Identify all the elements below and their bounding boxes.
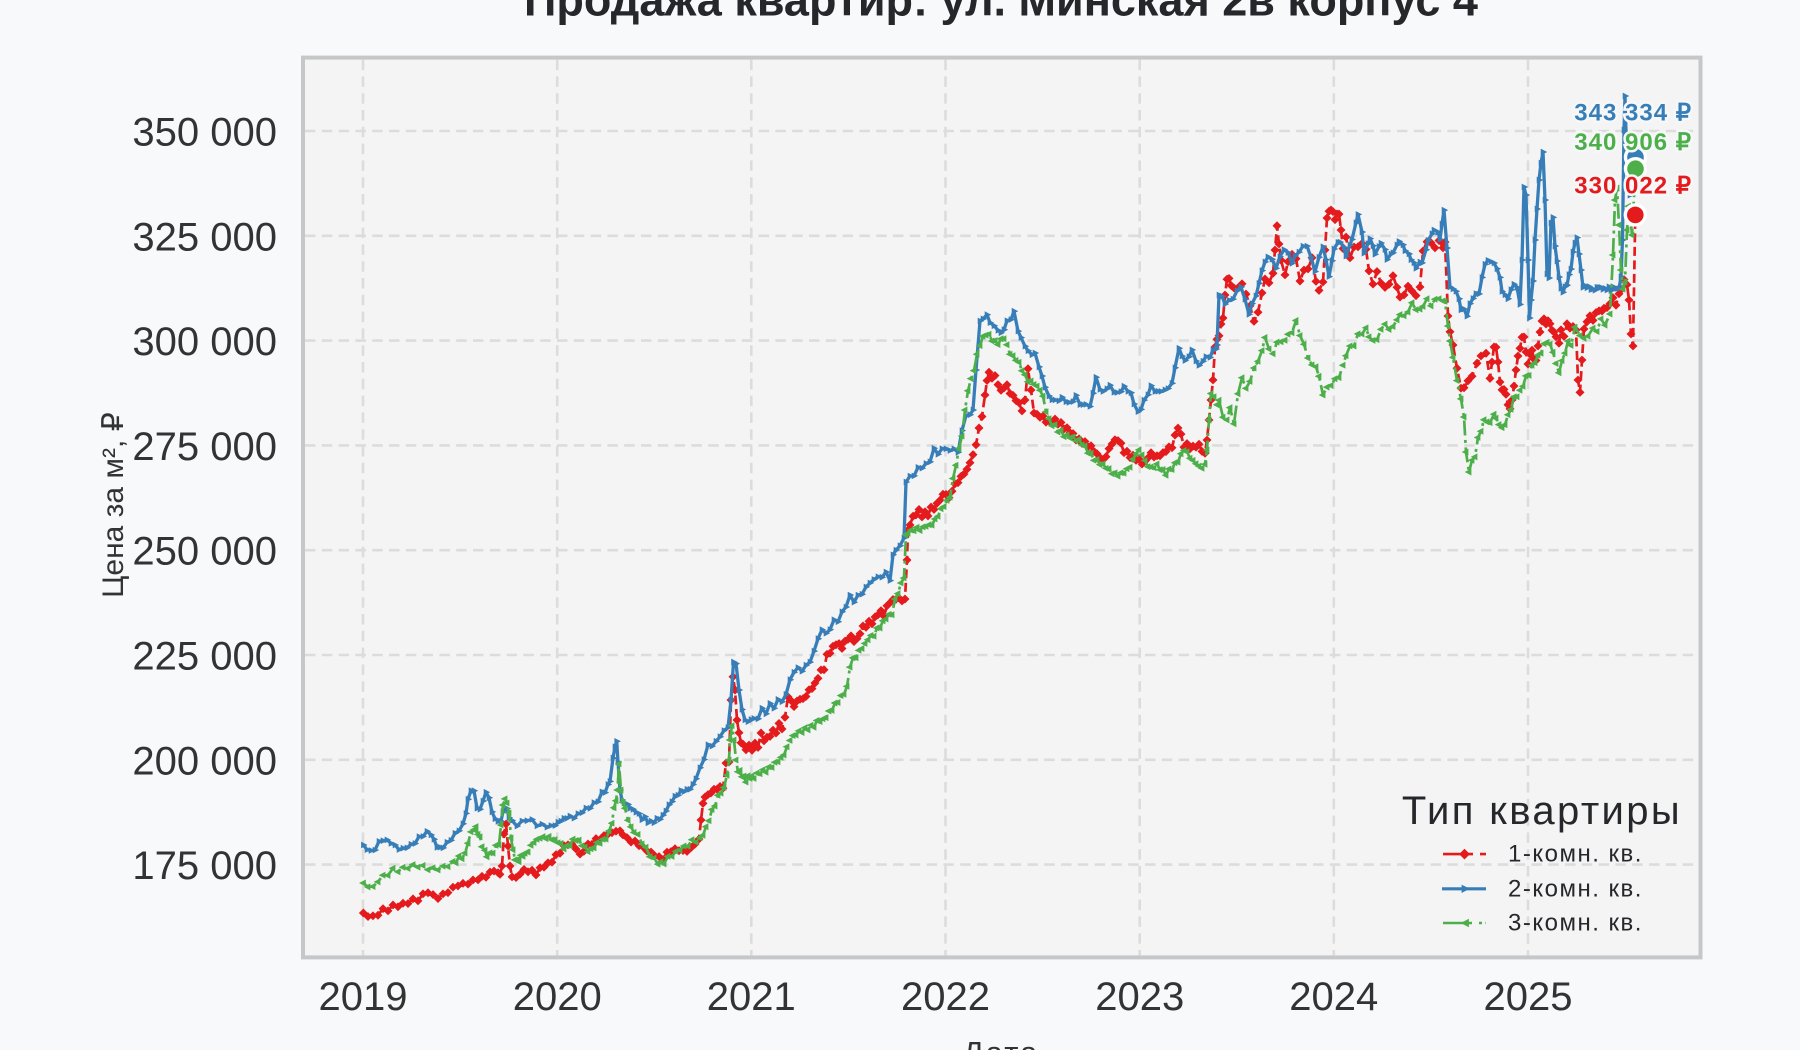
svg-text:2025: 2025 [1484,975,1573,1019]
svg-text:2023: 2023 [1095,975,1184,1019]
svg-text:250 000: 250 000 [132,530,277,574]
svg-text:Продажа квартир: ул. Минская 2: Продажа квартир: ул. Минская 2в корпус 4 [524,0,1478,26]
svg-text:175 000: 175 000 [132,844,277,888]
svg-text:200 000: 200 000 [132,739,277,783]
svg-text:Дата: Дата [963,1035,1040,1050]
svg-text:2021: 2021 [707,975,796,1019]
svg-text:225 000: 225 000 [132,635,277,679]
svg-text:275 000: 275 000 [132,425,277,469]
svg-text:Цена за м², ₽: Цена за м², ₽ [97,412,130,598]
svg-text:343 334 ₽: 343 334 ₽ [1574,100,1692,127]
svg-text:Тип квартиры: Тип квартиры [1402,789,1682,833]
svg-text:2020: 2020 [513,975,602,1019]
svg-text:3-комн. кв.: 3-комн. кв. [1508,910,1643,937]
svg-text:2-комн. кв.: 2-комн. кв. [1508,875,1643,902]
svg-text:2019: 2019 [319,975,408,1019]
svg-text:330 022 ₽: 330 022 ₽ [1574,173,1692,200]
svg-text:2022: 2022 [901,975,990,1019]
svg-text:1-комн. кв.: 1-комн. кв. [1508,841,1643,868]
svg-text:350 000: 350 000 [132,111,277,155]
svg-text:340 906 ₽: 340 906 ₽ [1574,129,1692,156]
svg-text:300 000: 300 000 [132,320,277,364]
svg-text:2024: 2024 [1289,975,1378,1019]
svg-text:325 000: 325 000 [132,215,277,259]
